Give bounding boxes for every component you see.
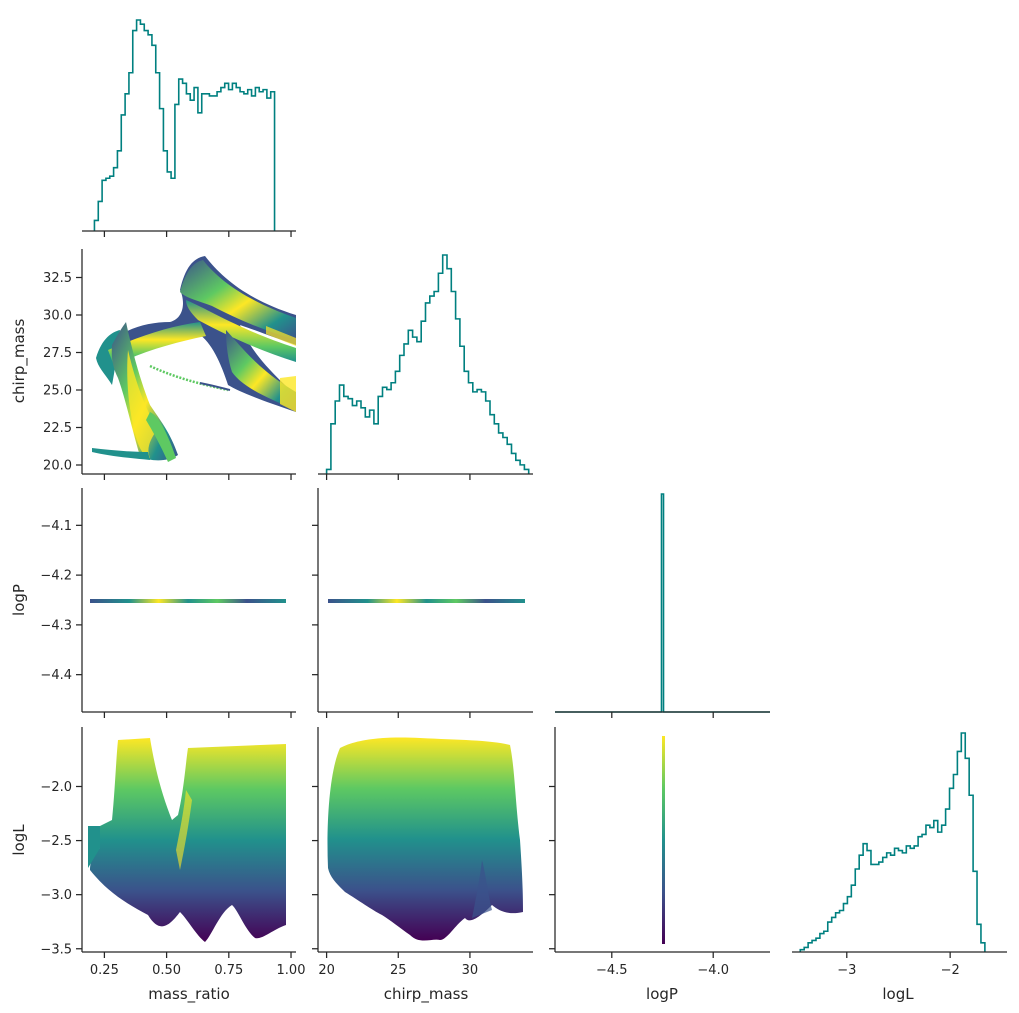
panel-logp-histogram: [555, 493, 770, 718]
y-tick-label: 20.0: [43, 459, 72, 474]
y-tick-label: −3.0: [40, 888, 72, 903]
y-tick-label: 22.5: [43, 421, 72, 436]
y-axis-label-logp: logP: [10, 584, 28, 616]
x-ticks-mass-ratio: 0.25 0.50 0.75 1.00: [90, 952, 306, 978]
histogram-logp: [555, 493, 770, 713]
x-ticks-chirp-mass-row2: [325, 712, 471, 718]
y-tick-label: −4.2: [40, 569, 72, 584]
panel-mass-ratio-vs-logp: −4.1 −4.2 −4.3 −4.4 logP: [10, 488, 296, 718]
scatter-points-chirp-mass-logl: [327, 737, 523, 941]
panel-mass-ratio-vs-logl: 0.25 0.50 0.75 1.00 −2.0 −2.5 −3.0 −3.5 mass_r…: [10, 727, 305, 1004]
y-tick-label: −4.4: [40, 668, 72, 683]
y-axis-label-chirp-mass: chirp_mass: [10, 319, 29, 404]
x-tick-label: 0.25: [90, 963, 119, 978]
y-tick-label: 25.0: [43, 384, 72, 399]
x-axis-label-logp: logP: [646, 985, 678, 1003]
x-tick-label: 20: [318, 963, 335, 978]
x-ticks-chirp-mass-row1: [325, 474, 471, 480]
y-tick-label: 30.0: [43, 309, 72, 324]
x-tick-label: 1.00: [277, 963, 306, 978]
y-ticks-logp: −4.1 −4.2 −4.3 −4.4: [40, 519, 82, 683]
panel-mass-ratio-vs-chirp-mass: 20.0 22.5 25.0 27.5 30.0 32.5 chirp_mass: [10, 249, 296, 480]
x-ticks-mass-ratio-top: [103, 231, 292, 237]
scatter-points-chirp-mass-logp: [328, 599, 525, 603]
histogram-mass-ratio: [93, 19, 276, 231]
panel-mass-ratio-histogram: [82, 19, 296, 237]
x-tick-label: −2: [941, 963, 960, 978]
x-tick-label: 25: [390, 963, 407, 978]
x-axis-label-logl: logL: [882, 985, 914, 1003]
histogram-chirp-mass: [325, 254, 530, 474]
y-ticks-logl: −2.0 −2.5 −3.0 −3.5: [40, 780, 82, 957]
y-ticks-logl-inner-2: [549, 785, 555, 950]
y-tick-label: 32.5: [43, 271, 72, 286]
y-tick-label: −4.3: [40, 618, 72, 633]
x-axis-label-chirp-mass: chirp_mass: [384, 985, 469, 1004]
x-axis-label-mass-ratio: mass_ratio: [148, 985, 230, 1004]
y-tick-label: −3.5: [40, 942, 72, 957]
x-tick-label: −3: [837, 963, 856, 978]
scatter-points-mass-ratio-logp: [90, 599, 286, 603]
x-tick-label: −4.5: [596, 963, 628, 978]
x-ticks-mass-ratio-row1: [103, 474, 292, 480]
scatter-points-mass-ratio-chirp-mass: [92, 256, 296, 462]
panel-chirp-mass-histogram: [318, 254, 533, 480]
x-ticks-logp-row2: [611, 712, 714, 718]
y-tick-label: −2.5: [40, 834, 72, 849]
x-ticks-logp: −4.5 −4.0: [596, 952, 729, 978]
panel-chirp-mass-vs-logp: [312, 488, 533, 718]
x-ticks-chirp-mass: 20 25 30: [318, 952, 478, 978]
y-ticks-chirp-mass: 20.0 22.5 25.0 27.5 30.0 32.5: [43, 271, 82, 474]
y-tick-label: −4.1: [40, 519, 72, 534]
x-ticks-mass-ratio-row2: [103, 712, 292, 718]
x-ticks-logl: −3 −2: [837, 952, 960, 978]
y-ticks-logl-inner-1: [312, 785, 318, 950]
y-tick-label: −2.0: [40, 780, 72, 795]
y-ticks-logp-inner: [312, 524, 318, 676]
panel-chirp-mass-vs-logl: 20 25 30 chirp_mass: [312, 727, 533, 1004]
x-tick-label: −4.0: [697, 963, 729, 978]
y-axis-label-logl: logL: [10, 824, 28, 856]
x-tick-label: 0.50: [152, 963, 181, 978]
x-tick-label: 30: [462, 963, 479, 978]
scatter-points-mass-ratio-logl: [88, 738, 286, 942]
scatter-points-logp-logl: [662, 736, 665, 944]
panel-logp-vs-logl: −4.5 −4.0 logP: [549, 727, 770, 1003]
panel-logl-histogram: −3 −2 logL: [792, 732, 1007, 1003]
y-tick-label: 27.5: [43, 346, 72, 361]
x-tick-label: 0.75: [214, 963, 243, 978]
histogram-logl: [799, 732, 986, 952]
